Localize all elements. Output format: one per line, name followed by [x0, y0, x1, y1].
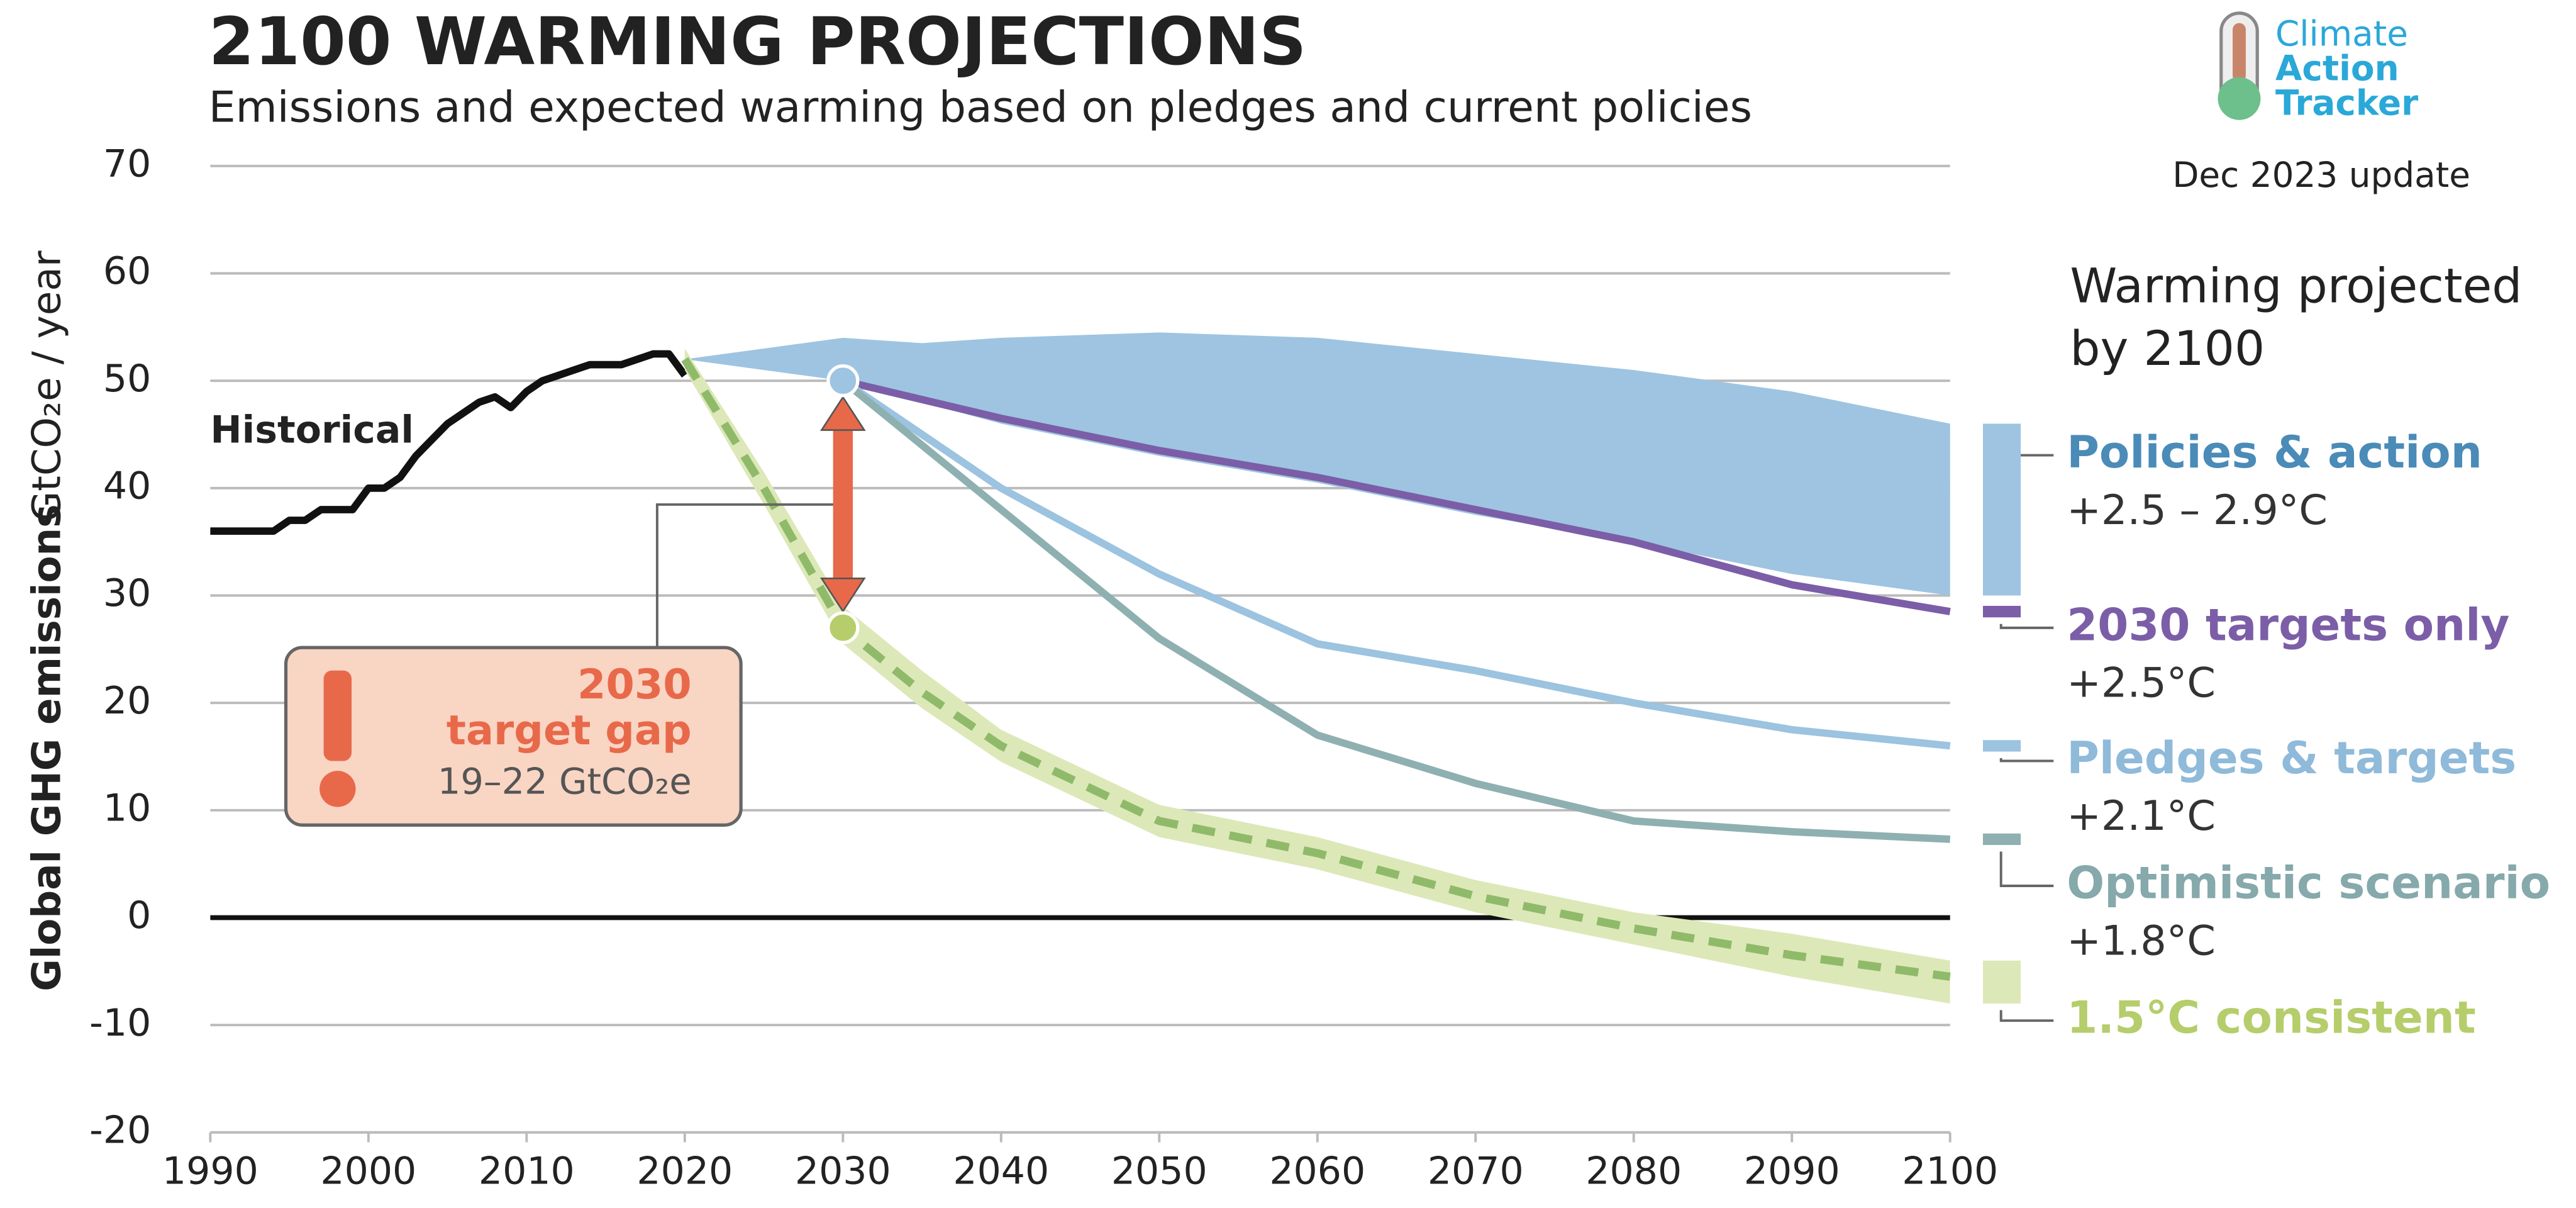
- x-tick-label: 2050: [1111, 1149, 1208, 1194]
- legend-label: Policies & action: [2067, 427, 2482, 478]
- gap-label: target gap: [447, 707, 692, 754]
- exclamation-bar: [323, 670, 352, 761]
- legend-warming: +1.8°C: [2067, 917, 2216, 965]
- logo: Climate Action Tracker: [2218, 11, 2418, 123]
- exclamation-dot: [319, 771, 356, 807]
- range-band: [684, 332, 1950, 596]
- y-tick-label: 50: [103, 357, 151, 401]
- gap-connector: [655, 503, 843, 648]
- gap-box: [284, 646, 743, 827]
- y-tick-label: 20: [103, 679, 151, 723]
- point: [826, 611, 860, 644]
- line: [681, 357, 1951, 981]
- y-tick-label: 30: [103, 571, 151, 615]
- legend-connector: [1999, 1010, 2054, 1022]
- gap-arrow-head: [819, 395, 866, 431]
- chart-subtitle: Emissions and expected warming based on …: [209, 83, 1752, 133]
- line: [841, 377, 1951, 615]
- x-tick-label: 2030: [795, 1149, 891, 1194]
- update-note: Dec 2023 update: [2172, 155, 2470, 195]
- gap-range: 19–22 GtCO₂e: [438, 761, 692, 803]
- legend-label: 1.5°C consistent: [2067, 992, 2475, 1044]
- y-tick-label: -20: [89, 1108, 151, 1152]
- legend-marker: [1982, 960, 2021, 1004]
- y-tick-label: 60: [103, 249, 151, 293]
- x-tick-label: 2100: [1902, 1149, 1998, 1194]
- line: [840, 378, 1951, 843]
- legend-connector: [1999, 624, 2054, 629]
- y-axis-label: Global GHG emissions: [23, 505, 69, 992]
- chart-title: 2100 WARMING PROJECTIONS: [209, 3, 1307, 80]
- legend-warming: +2.1°C: [2067, 792, 2216, 840]
- point: [826, 364, 860, 398]
- y-tick-label: 0: [127, 893, 151, 937]
- legend-connector: [1999, 758, 2054, 763]
- y-tick-label: -10: [89, 1001, 151, 1045]
- logo-text: Climate: [2275, 14, 2408, 54]
- legend-marker: [1982, 833, 2021, 846]
- y-tick-label: 70: [103, 142, 151, 186]
- logo-text: Tracker: [2275, 82, 2418, 123]
- gap-year: 2030: [577, 661, 692, 708]
- legend-title: Warming projected: [2070, 259, 2522, 314]
- x-tick-label: 2010: [479, 1149, 575, 1194]
- x-tick-label: 2020: [636, 1149, 733, 1194]
- thermometer-bulb: [2218, 77, 2261, 120]
- y-axis-unit: GtCO₂e / year: [23, 250, 69, 522]
- x-tick-label: 2040: [953, 1149, 1049, 1194]
- x-tick-label: 2060: [1269, 1149, 1365, 1194]
- line: [210, 350, 688, 535]
- legend-warming: +2.5 – 2.9°C: [2067, 486, 2328, 534]
- thermometer-bar: [2233, 23, 2246, 82]
- gap-arrow-head: [819, 578, 866, 613]
- legend-warming: +2.5°C: [2067, 659, 2216, 707]
- legend-label: 2030 targets only: [2067, 599, 2509, 651]
- legend-marker: [1982, 605, 2021, 618]
- x-tick-label: 2090: [1744, 1149, 1840, 1194]
- legend-title: by 2100: [2070, 321, 2265, 376]
- series-label: Historical: [210, 408, 414, 452]
- legend-label: Optimistic scenario: [2067, 858, 2550, 909]
- legend-label: Pledges & targets: [2067, 732, 2516, 784]
- x-tick-label: 2080: [1585, 1149, 1682, 1194]
- y-tick-label: 40: [103, 464, 151, 508]
- legend-marker: [1982, 740, 2021, 752]
- x-tick-label: 2070: [1428, 1149, 1524, 1194]
- x-tick-label: 2000: [320, 1149, 416, 1194]
- legend-connector: [1999, 851, 2054, 887]
- logo-text: Action: [2275, 48, 2399, 88]
- legend-marker: [1982, 423, 2021, 596]
- x-tick-label: 1990: [162, 1149, 258, 1194]
- y-tick-label: 10: [103, 786, 151, 830]
- line: [841, 378, 1951, 750]
